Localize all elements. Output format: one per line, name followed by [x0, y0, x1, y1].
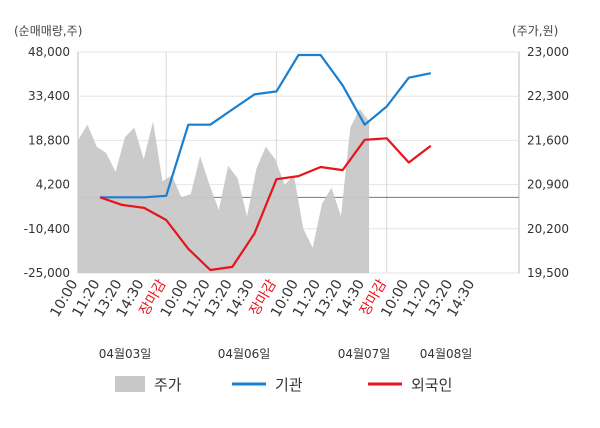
date-label: 04월07일 [338, 347, 391, 361]
series-line-institution [100, 53, 432, 199]
series-line-foreigner [99, 137, 432, 272]
y-right-tick-label: 23,000 [527, 45, 569, 59]
y-right-tick-label: 20,200 [527, 222, 569, 236]
price-area [78, 108, 370, 273]
y-left-tick-label: 18,800 [28, 133, 70, 147]
y-left-tick-label: 33,400 [28, 89, 70, 103]
legend-label-price: 주가 [154, 376, 182, 394]
y-right-tick-label: 21,600 [527, 133, 569, 147]
legend-label-foreigner: 외국인 [411, 376, 452, 394]
y-left-tick-label: 48,000 [28, 45, 70, 59]
y-left-unit-label: (순매매량,주) [14, 24, 82, 38]
y-right-tick-label: 19,500 [527, 266, 569, 280]
date-label: 04월06일 [218, 347, 271, 361]
date-label: 04월08일 [420, 347, 473, 361]
y-right-unit-label: (주가,원) [512, 24, 558, 38]
y-right-tick-label: 22,300 [527, 89, 569, 103]
price-area-layer [78, 108, 370, 273]
legend-swatch-price [115, 376, 145, 392]
date-label: 04월03일 [99, 347, 152, 361]
y-left-tick-label: 4,200 [36, 178, 70, 192]
net-buy-lines [99, 53, 432, 272]
legend: 주가 기관 외국인 [115, 376, 452, 394]
legend-label-institution: 기관 [275, 376, 303, 394]
y-left-tick-label: -10,400 [24, 222, 70, 236]
y-right-tick-label: 20,900 [527, 178, 569, 192]
y-left-tick-label: -25,000 [24, 266, 70, 280]
